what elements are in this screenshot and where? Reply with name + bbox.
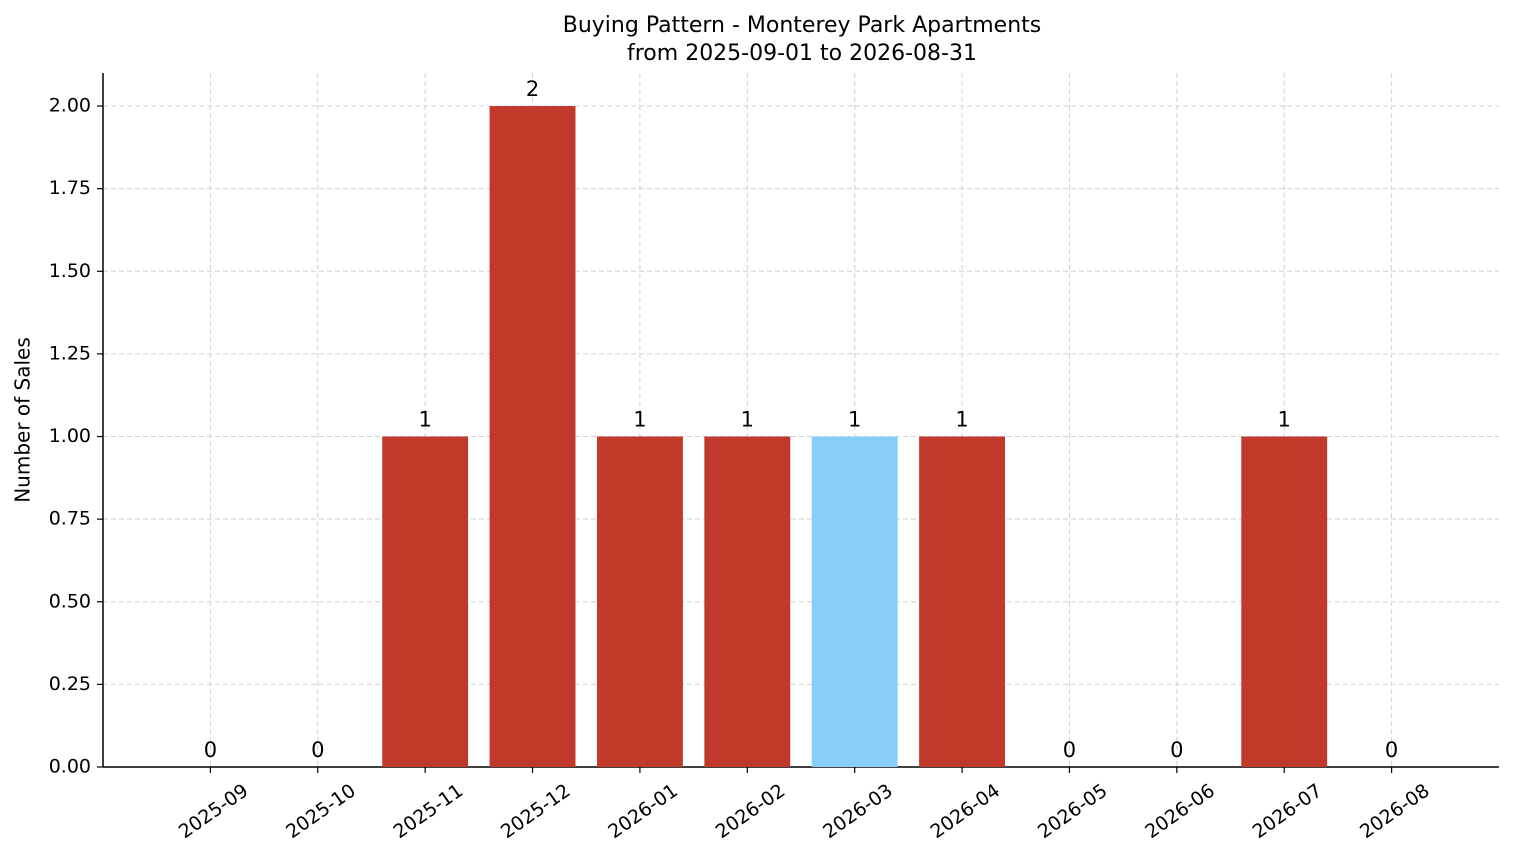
x-tick-label: 2026-07 xyxy=(1249,780,1327,844)
value-label: 1 xyxy=(1278,408,1291,432)
x-tick-label: 2026-08 xyxy=(1356,780,1434,844)
bar xyxy=(489,106,576,768)
x-tick-label: 2025-09 xyxy=(175,780,253,844)
value-label: 1 xyxy=(418,408,431,432)
value-label: 0 xyxy=(311,738,324,762)
y-tick-label: 1.00 xyxy=(49,425,91,447)
x-tick-label: 2026-06 xyxy=(1141,780,1219,844)
bar xyxy=(1241,436,1328,767)
value-label: 1 xyxy=(848,408,861,432)
value-label: 0 xyxy=(1063,738,1076,762)
value-label: 0 xyxy=(204,738,217,762)
value-label: 0 xyxy=(1385,738,1398,762)
chart-subtitle: from 2025-09-01 to 2026-08-31 xyxy=(627,41,977,66)
bar xyxy=(704,436,791,767)
bars xyxy=(382,106,1328,768)
value-label: 2 xyxy=(526,77,539,101)
chart-title: Buying Pattern - Monterey Park Apartment… xyxy=(563,13,1042,38)
value-label: 1 xyxy=(633,408,646,432)
value-label: 0 xyxy=(1170,738,1183,762)
y-tick-label: 0.25 xyxy=(49,673,91,695)
x-tick-label: 2026-02 xyxy=(712,780,790,844)
bar xyxy=(811,436,898,767)
bar xyxy=(919,436,1006,767)
x-tick-label: 2026-03 xyxy=(819,780,897,844)
y-tick-label: 0.50 xyxy=(49,590,91,612)
value-label: 1 xyxy=(741,408,754,432)
y-tick-label: 2.00 xyxy=(49,95,91,117)
y-tick-label: 0.00 xyxy=(49,756,91,778)
y-tick-label: 1.50 xyxy=(49,260,91,282)
y-tick-label: 1.25 xyxy=(49,342,91,364)
bar xyxy=(596,436,683,767)
value-label: 1 xyxy=(955,408,968,432)
x-tick-label: 2026-04 xyxy=(926,780,1004,844)
x-tick-label: 2026-05 xyxy=(1034,780,1112,844)
x-tick-label: 2025-11 xyxy=(390,780,468,844)
x-tick-label: 2025-10 xyxy=(282,780,360,844)
y-axis-label: Number of Sales xyxy=(11,337,35,503)
bar xyxy=(382,436,469,767)
x-tick-label: 2026-01 xyxy=(604,780,682,844)
y-tick-label: 1.75 xyxy=(49,177,91,199)
y-tick-label: 0.75 xyxy=(49,508,91,530)
x-tick-label: 2025-12 xyxy=(497,780,575,844)
